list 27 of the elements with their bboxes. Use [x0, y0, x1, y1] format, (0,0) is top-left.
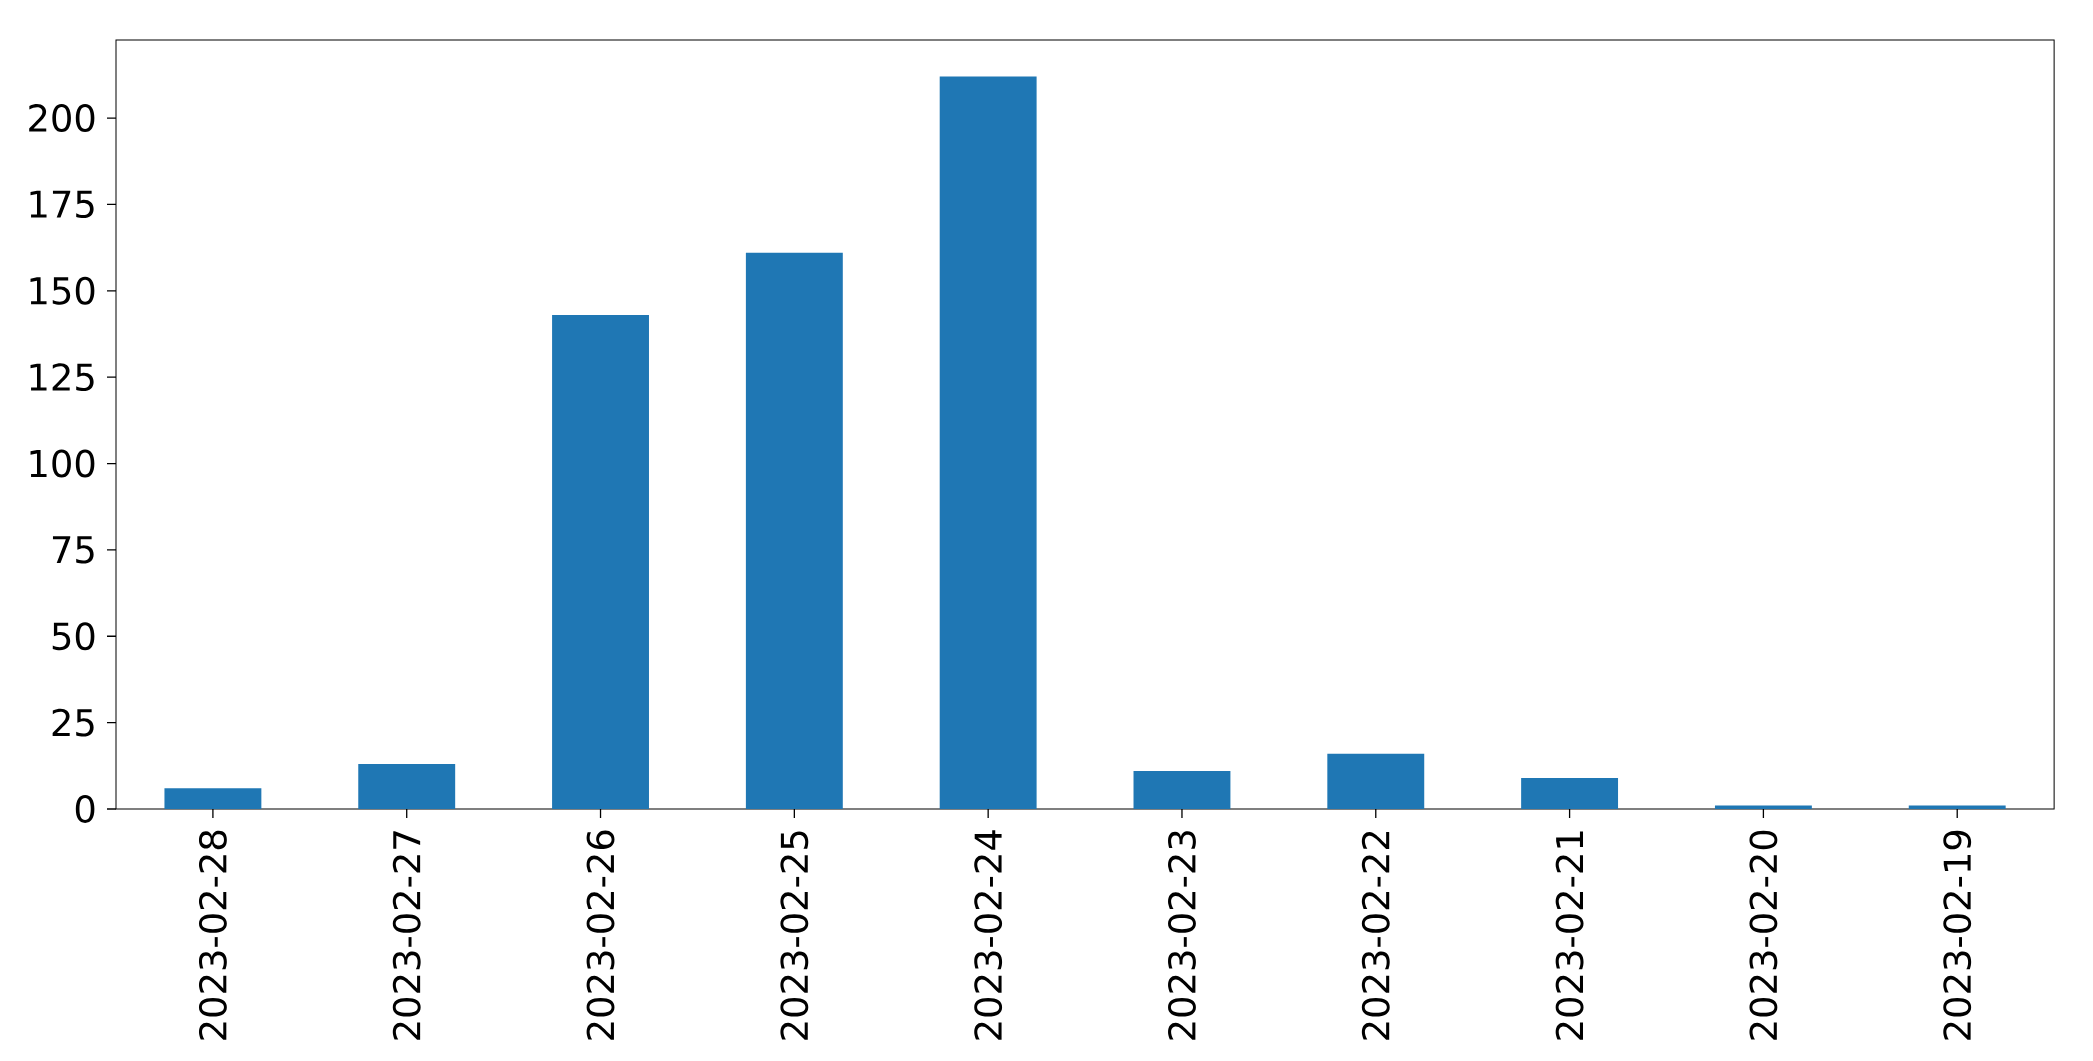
bar	[358, 764, 456, 809]
y-tick-label: 150	[30, 276, 95, 305]
y-tick-label: 25	[52, 708, 94, 737]
x-tick-label: 2023-02-21	[1555, 831, 1584, 1040]
y-tick-label: 175	[30, 190, 94, 219]
x-tick-label: 2023-02-27	[392, 831, 421, 1040]
bar	[1133, 771, 1231, 809]
y-tick-label: 200	[29, 104, 95, 132]
x-tick-label: 2023-02-23	[1168, 831, 1196, 1040]
x-tick-label: 2023-02-26	[586, 830, 615, 1040]
y-tick-label: 75	[52, 536, 94, 564]
bar	[745, 252, 843, 809]
y-tick-label: 125	[30, 363, 94, 392]
x-tick-label: 2023-02-19	[1943, 830, 1972, 1040]
bar	[164, 788, 262, 809]
x-tick-label: 2023-02-22	[1361, 831, 1390, 1040]
bar	[1327, 753, 1425, 809]
y-tick-label: 0	[75, 795, 95, 823]
x-tick-label: 2023-02-28	[198, 830, 227, 1040]
x-tick-label: 2023-02-25	[780, 831, 809, 1040]
y-tick-label: 100	[30, 449, 95, 478]
x-tick-label: 2023-02-24	[974, 830, 1003, 1040]
bar	[939, 76, 1037, 809]
x-tick-label: 2023-02-20	[1749, 830, 1778, 1040]
bar	[1521, 777, 1619, 809]
y-tick-label: 50	[52, 622, 95, 651]
bar	[552, 314, 649, 809]
